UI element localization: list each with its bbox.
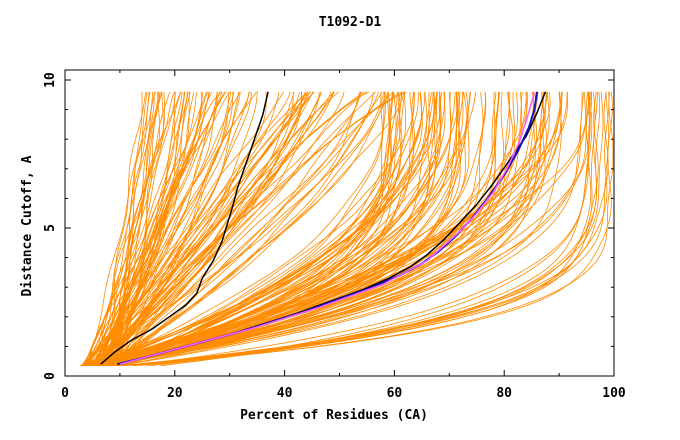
model-curve [108,91,374,366]
y-tick-label: 0 [43,372,58,380]
model-curve [85,91,181,366]
x-tick-label: 80 [496,386,512,401]
highlight-series-line [119,91,536,365]
model-curve [107,91,544,366]
x-tick-label: 20 [167,386,183,401]
model-curve [109,91,383,366]
model-curve [151,91,589,366]
model-curve [85,91,315,366]
model-curve [97,91,335,366]
model-curve [95,91,423,366]
model-curve [114,91,511,366]
model-curve [85,91,438,366]
model-curve [115,91,432,366]
x-tick-label: 60 [387,386,403,401]
model-curve [82,91,365,366]
model-curve [110,91,569,366]
model-curve [103,91,405,366]
model-curve [81,91,511,366]
model-curve [116,91,362,366]
y-axis-label: Distance Cutoff, A [20,155,35,296]
model-curve [115,91,209,366]
model-curve [108,91,435,366]
model-curve [162,91,591,366]
model-curve [98,91,203,366]
model-curve [95,91,562,366]
curves-layer [79,91,614,366]
model-curve [107,91,345,366]
model-curve [105,91,394,366]
model-curve [110,91,159,366]
model-curve [96,91,314,366]
model-curve [101,91,308,366]
highlight-layer [100,91,547,366]
model-curve [85,91,446,366]
model-curve [109,91,218,366]
model-curve [84,91,496,366]
model-curve [117,91,536,366]
model-curve [118,91,583,366]
x-tick-label: 40 [277,386,293,401]
model-curve [117,91,398,366]
x-tick-label: 100 [602,386,626,401]
model-curve [117,91,419,366]
x-axis-label: Percent of Residues (CA) [240,408,428,423]
model-curve [119,91,523,366]
model-curve [84,91,165,366]
model-curve [86,91,150,366]
highlight-series-line [100,91,269,365]
model-curve [82,91,207,366]
model-curve [84,91,385,366]
model-curve [139,91,609,366]
model-curve [96,91,547,366]
model-curve [92,91,395,366]
chart-title: T1092-D1 [319,15,382,30]
model-curve [98,91,241,366]
model-curve [102,91,147,366]
model-curve [93,91,308,366]
model-curve [86,91,379,366]
model-curve [102,91,303,366]
model-curve [125,91,596,366]
model-curve [108,91,151,366]
model-curve [105,91,438,366]
model-curve [104,91,222,366]
model-curve [89,91,545,366]
ticks-layer: 0 20 40 60 80 100 0 5 10 [43,70,626,401]
model-curve [85,91,186,366]
model-curve [114,91,586,366]
model-curve [132,91,599,366]
model-curve [104,91,442,366]
model-curve [96,91,197,366]
y-tick-label: 10 [43,72,58,88]
model-curve [103,91,368,366]
model-curve [110,91,387,366]
model-curve [81,91,291,366]
model-curve [102,91,376,366]
model-curve [105,91,548,366]
model-curve [121,91,609,366]
model-curve [134,91,593,366]
model-curve [134,91,593,366]
model-curve [93,91,501,366]
model-curve [100,91,390,366]
model-curve [90,91,536,366]
model-curve [94,91,386,366]
x-tick-label: 0 [61,386,69,401]
y-tick-label: 5 [43,224,58,232]
model-curve [130,91,613,366]
